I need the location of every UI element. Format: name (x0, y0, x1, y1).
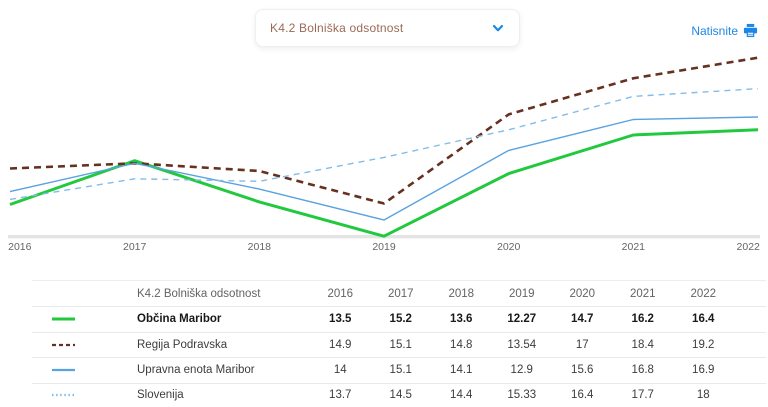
legend-swatch-cell (32, 383, 94, 407)
table-title: K4.2 Bolniška odsotnost (137, 287, 261, 300)
line-chart (0, 48, 768, 240)
year-column-header: 2018 (448, 287, 475, 300)
series-value: 12.27 (507, 313, 537, 326)
print-button[interactable]: Natisnite (691, 23, 758, 38)
indicator-dropdown-value: K4.2 Bolniška odsotnost (270, 21, 404, 35)
series-value: 13.5 (329, 313, 352, 326)
series-value: 16.9 (692, 364, 715, 377)
x-tick-label: 2019 (372, 241, 396, 253)
table-header-row: K4.2 Bolniška odsotnost 2016 2017 2018 2019… (32, 280, 766, 307)
series-line-slovenija (9, 87, 759, 201)
table-row: Regija Podravska 14.9 15.1 14.8 13.54 17 18.4 1… (32, 332, 766, 358)
series-value: 15.1 (389, 338, 412, 351)
x-tick-label: 2017 (122, 241, 147, 253)
year-column-header: 2022 (690, 287, 717, 300)
series-value: 15.1 (389, 364, 412, 377)
table-row: Občina Maribor 13.5 15.2 13.6 12.27 14.7 16.2 1… (32, 306, 766, 333)
series-value: 18.4 (631, 338, 654, 351)
year-column-header: 2021 (629, 287, 656, 300)
legend-swatch-icon (52, 343, 75, 346)
x-tick-label: 2018 (247, 241, 272, 253)
x-tick-label: 2022 (736, 241, 760, 253)
series-line-ob-ina-maribor (9, 128, 759, 238)
series-value: 13.6 (450, 313, 473, 326)
year-column-header: 2020 (569, 287, 596, 300)
series-name: Slovenija (137, 389, 184, 402)
series-value: 14.4 (450, 389, 473, 402)
series-value: 15.2 (389, 313, 412, 326)
data-table: K4.2 Bolniška odsotnost 2016 2017 2018 2019… (32, 280, 766, 407)
table-row: Upravna enota Maribor 14 15.1 14.1 12.9 15.6 1… (32, 357, 766, 384)
x-tick-label: 2020 (496, 241, 521, 253)
indicator-dropdown[interactable]: K4.2 Bolniška odsotnost (255, 9, 520, 47)
series-value: 14.7 (571, 313, 594, 326)
series-value: 14.5 (389, 389, 412, 402)
legend-swatch-icon (52, 369, 75, 372)
series-line-regija-podravska (9, 56, 759, 205)
series-value: 14.1 (450, 364, 473, 377)
data-table-wrap: K4.2 Bolniška odsotnost 2016 2017 2018 2019… (32, 280, 766, 407)
series-name: Regija Podravska (137, 338, 228, 351)
year-column-header: 2019 (508, 287, 535, 300)
series-value: 16.8 (631, 364, 654, 377)
legend-swatch-icon (52, 394, 75, 397)
series-value: 19.2 (692, 338, 715, 351)
x-axis-labels: 2016 2017 2018 2019 2020 2021 2022 (0, 240, 768, 255)
series-value: 14.9 (329, 338, 352, 351)
series-value: 13.7 (329, 389, 352, 402)
series-name: Občina Maribor (137, 313, 222, 326)
x-tick-label: 2021 (621, 241, 646, 253)
series-value: 16.2 (631, 313, 654, 326)
series-value: 17.7 (631, 389, 654, 402)
table-row: Slovenija 13.7 14.5 14.4 15.33 16.4 17.7 18 (32, 383, 766, 407)
series-value: 14 (333, 364, 347, 377)
series-value: 18 (696, 389, 710, 402)
legend-swatch-cell (32, 358, 94, 384)
print-label: Natisnite (691, 23, 738, 38)
x-tick-label: 2016 (8, 241, 32, 253)
legend-swatch-cell (32, 332, 94, 358)
legend-column-header (32, 281, 94, 307)
year-column-header: 2016 (327, 287, 354, 300)
series-line-upravna-enota-maribor (9, 116, 759, 221)
top-bar: K4.2 Bolniška odsotnost Natisnite (0, 0, 768, 48)
series-value: 14.8 (450, 338, 473, 351)
series-value: 16.4 (692, 313, 715, 326)
line-chart-canvas (8, 56, 760, 239)
legend-swatch-cell (32, 307, 94, 333)
printer-icon (743, 23, 758, 38)
series-value: 13.54 (507, 338, 537, 351)
chevron-down-icon (492, 24, 504, 32)
series-value: 15.33 (507, 389, 537, 402)
series-value: 17 (575, 338, 589, 351)
year-column-header: 2017 (387, 287, 414, 300)
series-value: 15.6 (571, 364, 594, 377)
series-value: 16.4 (571, 389, 594, 402)
series-name: Upravna enota Maribor (137, 364, 255, 377)
series-value: 12.9 (510, 364, 533, 377)
legend-swatch-icon (52, 317, 75, 321)
